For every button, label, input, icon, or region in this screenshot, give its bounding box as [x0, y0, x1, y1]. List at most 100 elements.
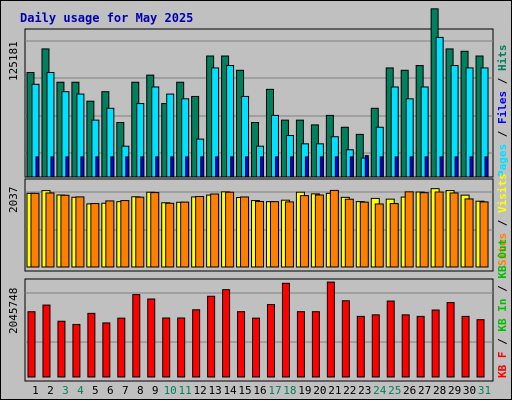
legend-part: / — [496, 332, 509, 352]
sites-bar — [449, 192, 459, 268]
kbytes-bar — [162, 317, 171, 378]
sites-bar — [269, 201, 279, 268]
kbytes-bar — [386, 300, 395, 378]
day-label: 4 — [77, 384, 84, 397]
kbytes-bar — [266, 303, 275, 378]
kbytes-bar — [326, 281, 335, 378]
visits-y-max-label: 2037 — [7, 187, 20, 214]
day-label: 13 — [208, 384, 221, 397]
pages-bar — [200, 156, 205, 178]
day-label: 23 — [358, 384, 371, 397]
sites-bar — [225, 191, 235, 268]
kbytes-bar — [461, 315, 470, 378]
legend-part: KB F — [496, 352, 509, 379]
sites-bar — [210, 193, 220, 268]
pages-bar — [289, 156, 294, 178]
legend-part: Files — [496, 91, 509, 124]
hits-bar — [355, 133, 364, 178]
sites-bar — [75, 196, 85, 268]
kbytes-bar — [296, 311, 305, 378]
sites-bar — [329, 189, 339, 268]
day-label: 15 — [238, 384, 251, 397]
legend-part: Hits — [496, 45, 509, 72]
kbytes-bar — [446, 302, 455, 378]
kbytes-bar — [416, 315, 425, 378]
sites-bar — [389, 203, 399, 268]
day-label: 5 — [92, 384, 99, 397]
sites-bar — [464, 198, 474, 268]
day-label: 16 — [253, 384, 266, 397]
visits-panel — [24, 178, 494, 272]
day-label: 1 — [32, 384, 39, 397]
day-label: 24 — [373, 384, 387, 397]
day-label: 6 — [107, 384, 114, 397]
pages-bar — [454, 156, 459, 178]
kbytes-bar — [177, 317, 186, 378]
pages-bar — [334, 156, 339, 178]
kbytes-bar — [27, 311, 36, 378]
legend-part: Sites — [496, 233, 509, 266]
kbytes-bar — [42, 304, 51, 378]
pages-bar — [469, 156, 474, 178]
day-label: 12 — [194, 384, 207, 397]
sites-bar — [30, 192, 40, 268]
day-label: 2 — [47, 384, 54, 397]
legend-part: / — [496, 279, 509, 299]
kbytes-bar — [281, 282, 290, 378]
day-label: 10 — [164, 384, 177, 397]
pages-bar — [319, 156, 324, 178]
hits-bar — [191, 95, 200, 178]
day-label: 29 — [448, 384, 461, 397]
kbytes-bar — [102, 322, 111, 378]
pages-bar — [274, 156, 279, 178]
kbytes-bar — [207, 295, 216, 378]
day-label: 14 — [223, 384, 237, 397]
pages-bar — [304, 156, 309, 178]
pages-bar — [110, 156, 115, 178]
pages-bar — [379, 156, 384, 178]
day-label: 21 — [328, 384, 341, 397]
kbytes-bar — [72, 323, 81, 378]
kbytes-bar — [356, 315, 365, 378]
sites-bar — [90, 203, 100, 268]
kbytes-bar — [401, 314, 410, 378]
sites-bar — [105, 200, 115, 268]
pages-bar — [185, 156, 190, 178]
legend-part: KB Out — [496, 239, 509, 279]
pages-bar — [170, 156, 175, 178]
sites-bar — [479, 201, 489, 268]
visits-legend-label: Sites / Visits — [496, 173, 509, 266]
kbytes-legend-label: KB F / KB In / KB Out — [496, 239, 509, 378]
legend-part: / — [496, 71, 509, 91]
kbytes-bar — [57, 320, 66, 378]
day-label: 11 — [179, 384, 192, 397]
day-label: 7 — [122, 384, 129, 397]
sites-bar — [60, 194, 70, 268]
legend-part: / — [496, 124, 509, 144]
kbytes-bar — [252, 317, 261, 378]
sites-bar — [240, 196, 250, 268]
kbytes-bar — [87, 312, 96, 378]
sites-bar — [299, 195, 309, 268]
pages-bar — [125, 156, 130, 178]
kbytes-bar — [371, 314, 380, 378]
kbytes-bar — [117, 317, 126, 378]
kbytes-bar — [147, 298, 156, 378]
kbytes-bar — [311, 311, 320, 378]
pages-bar — [364, 155, 369, 178]
sites-bar — [404, 191, 414, 268]
day-label: 22 — [343, 384, 356, 397]
pages-bar — [215, 156, 220, 178]
day-label: 31 — [478, 384, 491, 397]
pages-bar — [50, 156, 55, 178]
pages-bar — [35, 156, 40, 178]
sites-bar — [180, 201, 190, 268]
kbytes-bar — [341, 300, 350, 378]
day-label: 3 — [62, 384, 69, 397]
chart-title: Daily usage for May 2025 — [20, 11, 193, 25]
kbytes-bar — [132, 294, 141, 378]
day-label: 30 — [463, 384, 476, 397]
sites-bar — [195, 196, 205, 268]
legend-part: KB In — [496, 299, 509, 332]
